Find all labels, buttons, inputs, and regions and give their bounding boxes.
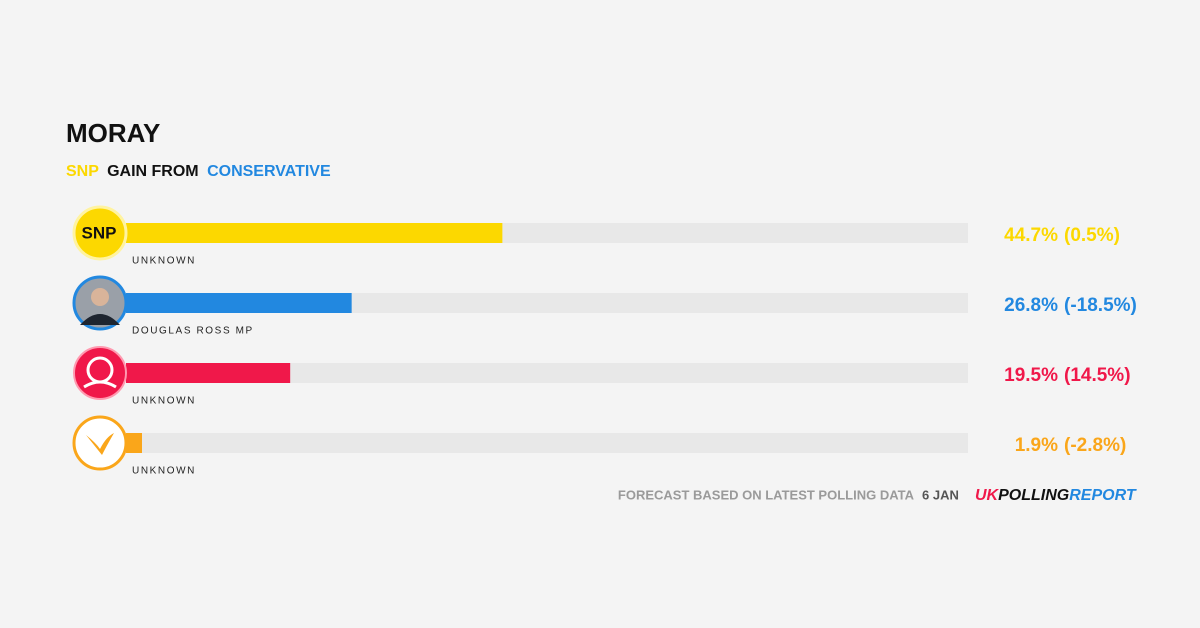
brand-part: POLLING (998, 487, 1069, 504)
chart-title: MORAY (66, 118, 160, 148)
logo-circle (72, 205, 128, 261)
logo-circle (72, 415, 128, 471)
candidate-label: DOUGLAS ROSS MP (132, 326, 254, 337)
bird (86, 433, 114, 455)
bar (126, 433, 142, 453)
logo-text: SNP (82, 223, 117, 242)
candidate-label: UNKNOWN (132, 256, 196, 267)
value-label: 1.9% (1015, 435, 1058, 456)
change-label: (14.5%) (1064, 365, 1131, 386)
value-label: 19.5% (1004, 365, 1058, 386)
bar-track (126, 433, 968, 453)
subtitle-winner: SNP (66, 163, 99, 180)
logo-circle (73, 346, 127, 400)
value-label: 44.7% (1004, 225, 1058, 246)
party-logo (72, 275, 128, 331)
brand-part: UK (975, 487, 1000, 504)
party-logo (72, 415, 128, 471)
change-label: (0.5%) (1064, 225, 1120, 246)
candidate-label: UNKNOWN (132, 466, 196, 477)
bar (126, 363, 291, 383)
brand-part: REPORT (1069, 487, 1137, 504)
change-label: (-18.5%) (1064, 295, 1137, 316)
bar-track (126, 363, 968, 383)
bar (126, 223, 503, 243)
footer-note: FORECAST BASED ON LATEST POLLING DATA (618, 487, 915, 502)
party-logo (73, 346, 127, 400)
party-logo: SNP (72, 205, 128, 261)
candidate-label: UNKNOWN (132, 396, 196, 407)
subtitle-middle: GAIN FROM (107, 163, 199, 180)
brand: UKPOLLINGREPORT (975, 487, 1137, 504)
footer-date: 6 JAN (922, 487, 959, 502)
rose-stem (83, 380, 117, 389)
bar (126, 293, 352, 313)
value-label: 26.8% (1004, 295, 1058, 316)
subtitle: SNP GAIN FROM CONSERVATIVE (66, 163, 331, 180)
photo-head (91, 288, 109, 306)
subtitle-loser: CONSERVATIVE (207, 163, 331, 180)
change-label: (-2.8%) (1064, 435, 1126, 456)
photo-suit (80, 314, 120, 325)
